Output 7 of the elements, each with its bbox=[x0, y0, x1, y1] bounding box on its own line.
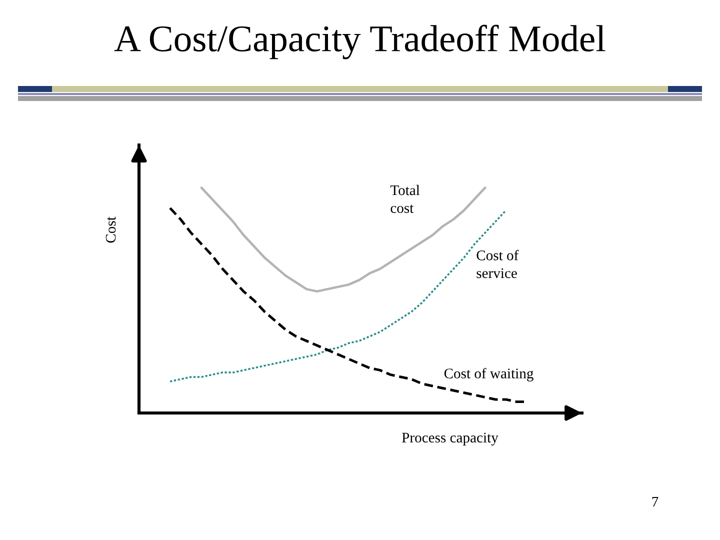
series-label: Cost of waiting bbox=[444, 368, 534, 382]
text: 7 bbox=[652, 496, 658, 507]
chart-title: A Cost/Capacity Tradeoff Model bbox=[114, 24, 606, 60]
series-label: Cost of service bbox=[476, 250, 519, 278]
series-label: Total cost bbox=[390, 184, 420, 213]
x-axis-title: Process capacity bbox=[402, 432, 498, 446]
y-axis-title: Cost bbox=[106, 216, 116, 243]
